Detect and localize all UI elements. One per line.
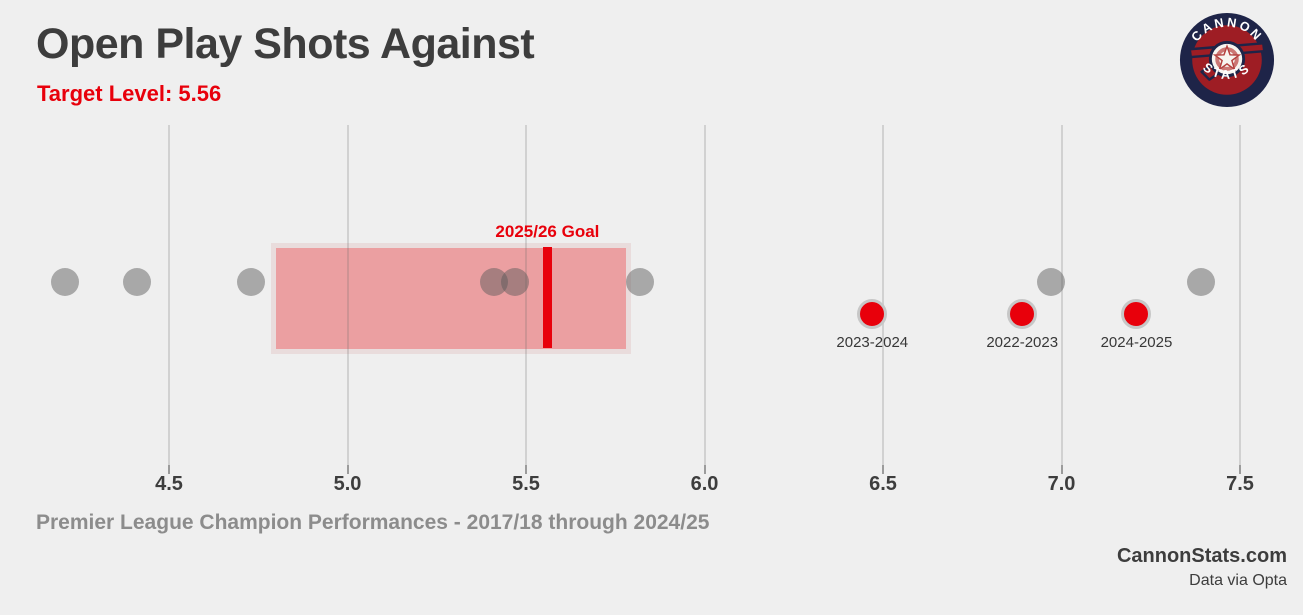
gridline [168, 125, 170, 465]
gridline [703, 125, 706, 465]
champion-dot [1186, 268, 1215, 296]
axis-tick [882, 465, 884, 474]
axis-tick-label: 5.5 [512, 473, 540, 495]
gridline [1060, 125, 1063, 465]
axis-tick [346, 465, 349, 474]
champion-dot [122, 268, 151, 296]
brand-text: CannonStats.com [1116, 545, 1287, 567]
cannonstats-logo-icon: CANNON STATS [1179, 12, 1275, 108]
target-level-line [542, 247, 552, 348]
target-range-band [271, 243, 631, 354]
season-dot [1007, 299, 1038, 329]
gridline [1239, 125, 1241, 465]
gridline [882, 125, 884, 465]
champion-dot [51, 268, 80, 296]
target-level-subtitle: Target Level: 5.56 [37, 81, 222, 106]
champion-dot [626, 268, 655, 296]
data-source-text: Data via Opta [1189, 572, 1287, 589]
champion-dot [237, 268, 266, 296]
axis-tick-label: 6.5 [869, 473, 897, 495]
axis-tick-label: 7.0 [1047, 473, 1076, 495]
champion-dot [479, 268, 508, 296]
axis-tick-label: 5.0 [333, 473, 362, 495]
axis-tick [525, 465, 527, 474]
axis-tick-label: 4.5 [155, 473, 183, 495]
axis-tick-label: 6.0 [690, 473, 719, 495]
goal-label: 2025/26 Goal [495, 222, 600, 241]
champion-dot [1036, 268, 1065, 296]
champion-dot [501, 268, 530, 296]
axis-tick [703, 465, 706, 474]
season-label: 2022-2023 [986, 334, 1059, 351]
wheel-star-icon [1212, 44, 1242, 72]
page-title: Open Play Shots Against [36, 20, 535, 68]
season-label: 2024-2025 [1100, 334, 1173, 351]
season-label: 2023-2024 [836, 334, 909, 351]
chart-caption: Premier League Champion Performances - 2… [36, 511, 710, 534]
gridline [346, 125, 349, 465]
season-dot [1121, 299, 1152, 329]
axis-tick-label: 7.5 [1226, 473, 1254, 495]
axis-tick [1060, 465, 1063, 474]
gridline [525, 125, 527, 465]
axis-tick [1239, 465, 1241, 474]
axis-tick [168, 465, 170, 474]
svg-text:STATS: STATS [1200, 59, 1254, 82]
season-dot [857, 299, 888, 329]
logo-text-bottom: STATS [1200, 59, 1251, 82]
